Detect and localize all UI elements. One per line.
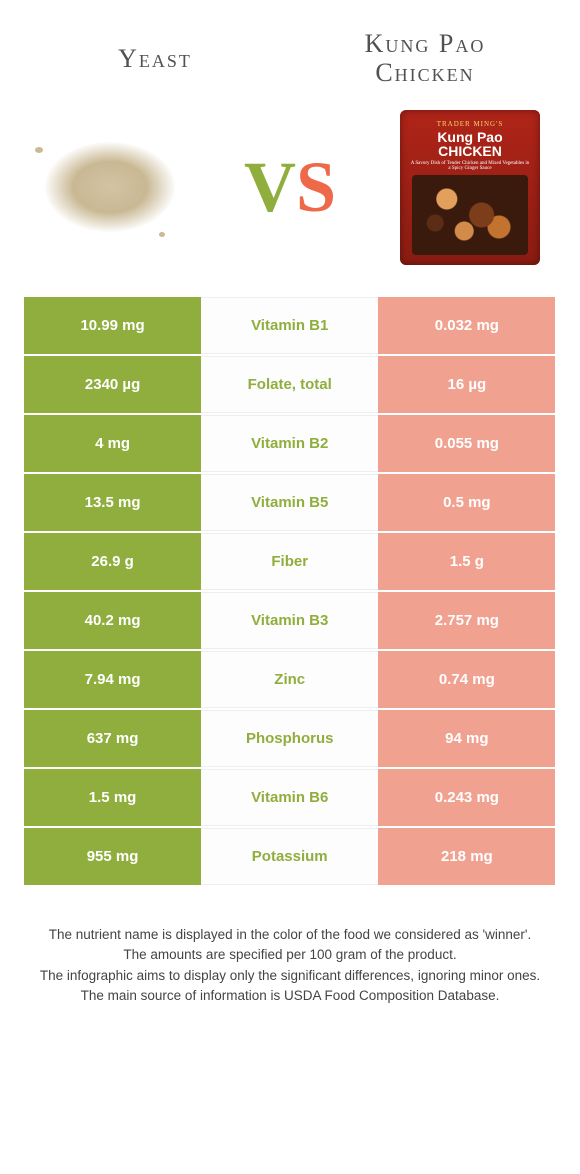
kungpao-package-graphic: TRADER MING'S Kung Pao CHICKEN A Savory …	[400, 110, 540, 265]
images-row: VS TRADER MING'S Kung Pao CHICKEN A Savo…	[0, 97, 580, 297]
right-value-cell: 0.243 mg	[378, 769, 555, 826]
left-value-cell: 637 mg	[24, 710, 201, 767]
yeast-pile-graphic	[45, 142, 175, 232]
table-row: 4 mgVitamin B20.055 mg	[24, 415, 556, 472]
yeast-image	[30, 107, 190, 267]
vs-label: VS	[244, 146, 336, 229]
right-value-cell: 0.5 mg	[378, 474, 555, 531]
table-row: 2340 µgFolate, total16 µg	[24, 356, 556, 413]
package-subtitle: A Savory Dish of Tender Chicken and Mixe…	[410, 161, 530, 172]
table-row: 1.5 mgVitamin B60.243 mg	[24, 769, 556, 826]
table-row: 10.99 mgVitamin B10.032 mg	[24, 297, 556, 354]
table-row: 7.94 mgZinc0.74 mg	[24, 651, 556, 708]
header-titles: Yeast Kung Pao Chicken	[0, 0, 580, 97]
nutrient-name-cell: Fiber	[201, 533, 378, 590]
left-value-cell: 7.94 mg	[24, 651, 201, 708]
table-row: 13.5 mgVitamin B50.5 mg	[24, 474, 556, 531]
right-value-cell: 1.5 g	[378, 533, 555, 590]
nutrient-name-cell: Potassium	[201, 828, 378, 885]
right-value-cell: 94 mg	[378, 710, 555, 767]
left-value-cell: 40.2 mg	[24, 592, 201, 649]
right-value-cell: 2.757 mg	[378, 592, 555, 649]
right-value-cell: 0.032 mg	[378, 297, 555, 354]
right-value-cell: 16 µg	[378, 356, 555, 413]
right-title-line1: Kung Pao	[365, 29, 486, 58]
left-value-cell: 2340 µg	[24, 356, 201, 413]
nutrient-name-cell: Vitamin B2	[201, 415, 378, 472]
left-value-cell: 13.5 mg	[24, 474, 201, 531]
table-row: 955 mgPotassium218 mg	[24, 828, 556, 885]
nutrient-name-cell: Phosphorus	[201, 710, 378, 767]
left-value-cell: 1.5 mg	[24, 769, 201, 826]
left-value-cell: 955 mg	[24, 828, 201, 885]
kungpao-image: TRADER MING'S Kung Pao CHICKEN A Savory …	[390, 107, 550, 267]
nutrient-name-cell: Zinc	[201, 651, 378, 708]
nutrient-name-cell: Vitamin B3	[201, 592, 378, 649]
nutrient-comparison-table: 10.99 mgVitamin B10.032 mg2340 µgFolate,…	[24, 297, 556, 885]
package-name: Kung Pao CHICKEN	[406, 130, 534, 158]
footer-line-4: The main source of information is USDA F…	[30, 986, 550, 1006]
nutrient-name-cell: Vitamin B6	[201, 769, 378, 826]
right-food-title: Kung Pao Chicken	[304, 30, 547, 87]
nutrient-name-cell: Vitamin B5	[201, 474, 378, 531]
vs-s: S	[296, 147, 336, 227]
footer-line-1: The nutrient name is displayed in the co…	[30, 925, 550, 945]
vs-v: V	[244, 147, 296, 227]
table-row: 40.2 mgVitamin B32.757 mg	[24, 592, 556, 649]
table-row: 26.9 gFiber1.5 g	[24, 533, 556, 590]
footer-notes: The nutrient name is displayed in the co…	[30, 925, 550, 1006]
left-value-cell: 26.9 g	[24, 533, 201, 590]
left-value-cell: 10.99 mg	[24, 297, 201, 354]
package-brand: TRADER MING'S	[437, 120, 504, 128]
nutrient-name-cell: Folate, total	[201, 356, 378, 413]
left-food-title: Yeast	[34, 44, 277, 74]
left-value-cell: 4 mg	[24, 415, 201, 472]
right-value-cell: 0.74 mg	[378, 651, 555, 708]
package-window	[412, 175, 527, 255]
right-value-cell: 0.055 mg	[378, 415, 555, 472]
right-value-cell: 218 mg	[378, 828, 555, 885]
right-title-line2: Chicken	[375, 58, 474, 87]
footer-line-3: The infographic aims to display only the…	[30, 966, 550, 986]
nutrient-name-cell: Vitamin B1	[201, 297, 378, 354]
table-row: 637 mgPhosphorus94 mg	[24, 710, 556, 767]
footer-line-2: The amounts are specified per 100 gram o…	[30, 945, 550, 965]
